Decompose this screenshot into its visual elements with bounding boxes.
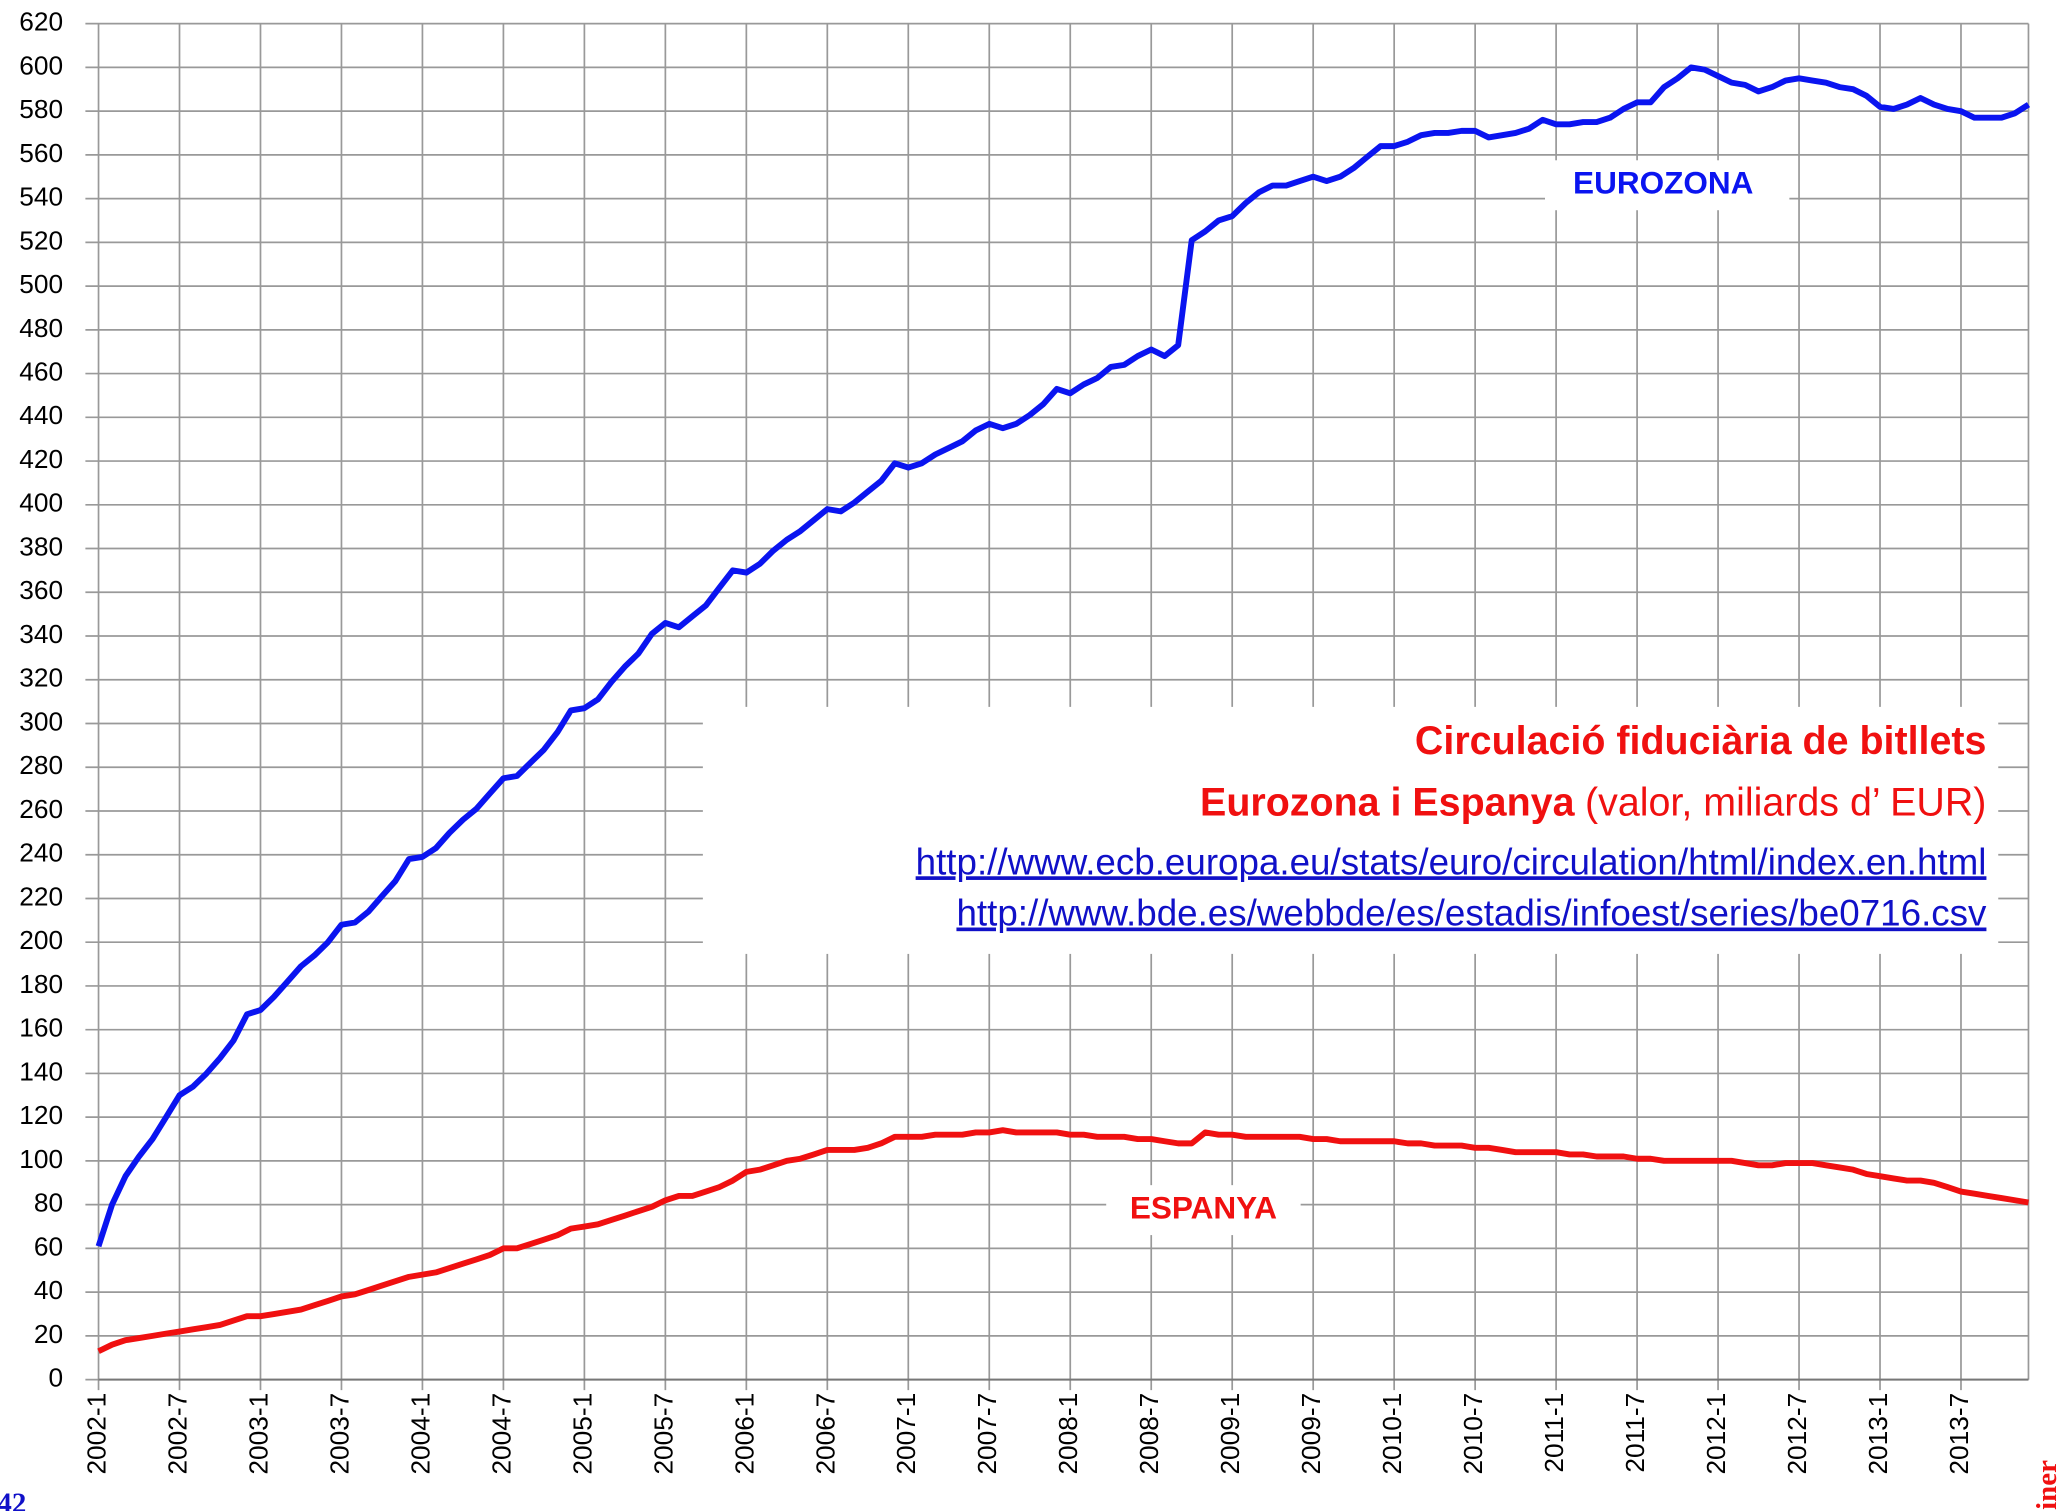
x-tick-label: 2005-7 — [648, 1393, 678, 1475]
footer: Diner — [2031, 1460, 2060, 1511]
y-tick-label: 360 — [19, 575, 63, 605]
y-tick-label: 240 — [19, 838, 63, 868]
source-link[interactable]: http://www.ecb.europa.eu/stats/euro/circ… — [916, 841, 1987, 882]
y-tick-label: 180 — [19, 969, 63, 999]
chart-subtitle: Eurozona i Espanya (valor, miliards d’ EU… — [1200, 781, 1986, 825]
y-tick-label: 100 — [19, 1144, 63, 1174]
y-tick-label: 280 — [19, 750, 63, 780]
y-tick-label: 160 — [19, 1013, 63, 1043]
y-tick-label: 120 — [19, 1100, 63, 1130]
y-tick-label: 380 — [19, 531, 63, 561]
y-tick-label: 320 — [19, 663, 63, 693]
x-tick-label: 2008-1 — [1053, 1393, 1083, 1475]
x-tick-label: 2013-1 — [1863, 1393, 1893, 1475]
y-tick-label: 520 — [19, 225, 63, 255]
y-tick-label: 140 — [19, 1056, 63, 1086]
y-tick-label: 340 — [19, 619, 63, 649]
y-tick-label: 500 — [19, 269, 63, 299]
series-annotation: EUROZONA — [1573, 165, 1753, 201]
x-tick-label: 2004-1 — [405, 1393, 435, 1475]
x-tick-label: 2003-1 — [243, 1393, 273, 1475]
y-tick-label: 60 — [34, 1231, 63, 1261]
y-tick-label: 420 — [19, 444, 63, 474]
y-tick-label: 260 — [19, 794, 63, 824]
y-tick-label: 40 — [34, 1275, 63, 1305]
x-tick-label: 2003-7 — [324, 1393, 354, 1475]
y-tick-label: 540 — [19, 182, 63, 212]
lines — [95, 64, 2031, 1354]
series-annotation: ESPANYA — [1130, 1189, 1277, 1225]
x-tick-label: 2004-7 — [486, 1393, 516, 1475]
x-tick-label: 2009-7 — [1296, 1393, 1326, 1475]
x-tick-label: 2010-7 — [1458, 1393, 1488, 1475]
y-tick-label: 80 — [34, 1188, 63, 1218]
y-tick-label: 480 — [19, 313, 63, 343]
y-tick-label: 400 — [19, 488, 63, 518]
title-box — [702, 706, 1999, 954]
x-tick-label: 2006-1 — [729, 1393, 759, 1475]
series-line — [97, 1127, 2029, 1354]
y-tick-label: 200 — [19, 925, 63, 955]
x-tick-label: 2013-7 — [1944, 1393, 1974, 1475]
y-tick-label: 440 — [19, 400, 63, 430]
y-tick-label: 580 — [19, 94, 63, 124]
annotation-box — [1106, 1185, 1301, 1236]
y-tick-label: 620 — [19, 7, 63, 37]
y-tick-label: 0 — [48, 1363, 63, 1393]
x-tick-label: 2012-7 — [1782, 1393, 1812, 1475]
x-tick-label: 2011-7 — [1620, 1393, 1650, 1473]
x-tick-label: 2008-7 — [1134, 1393, 1164, 1475]
subtitle-bold: Eurozona i Espanya — [1200, 781, 1576, 825]
y-tick-label: 560 — [19, 138, 63, 168]
y-tick-label: 20 — [34, 1319, 63, 1349]
y-tick-label: 600 — [19, 50, 63, 80]
x-tick-label: 2002-1 — [81, 1393, 111, 1475]
source-link[interactable]: http://www.bde.es/webbde/es/estadis/info… — [956, 893, 1987, 934]
x-tick-label: 2002-7 — [162, 1393, 192, 1475]
x-tick-label: 2012-1 — [1701, 1393, 1731, 1475]
y-tick-label: 460 — [19, 357, 63, 387]
x-tick-label: 2011-1 — [1539, 1393, 1569, 1473]
subtitle: (valor, miliards d’ EUR) — [1585, 781, 1986, 825]
annotation-box — [1545, 160, 1790, 211]
y-tick-label: 300 — [19, 706, 63, 736]
x-tick-label: 2007-7 — [972, 1393, 1002, 1475]
series-line — [95, 64, 2031, 1248]
y-tick-label: 220 — [19, 881, 63, 911]
page-number: 42 — [0, 1487, 26, 1511]
text-boxes — [702, 160, 1999, 1236]
x-tick-label: 2010-1 — [1377, 1393, 1407, 1475]
chart-title: Circulació fiduciària de bitllets — [1415, 719, 1987, 763]
x-tick-label: 2005-1 — [567, 1393, 597, 1475]
x-tick-label: 2007-1 — [891, 1393, 921, 1475]
x-tick-label: 2009-1 — [1215, 1393, 1245, 1475]
x-tick-label: 2006-7 — [810, 1393, 840, 1475]
